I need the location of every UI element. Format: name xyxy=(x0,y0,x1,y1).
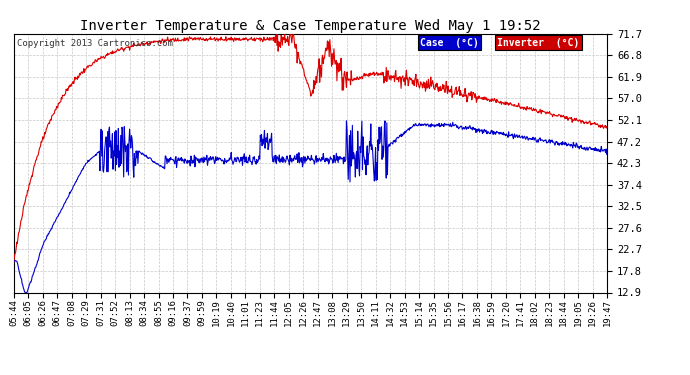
Text: Copyright 2013 Cartronics.com: Copyright 2013 Cartronics.com xyxy=(17,39,172,48)
Text: Case  (°C): Case (°C) xyxy=(420,38,479,48)
Title: Inverter Temperature & Case Temperature Wed May 1 19:52: Inverter Temperature & Case Temperature … xyxy=(80,19,541,33)
Text: Inverter  (°C): Inverter (°C) xyxy=(497,38,580,48)
